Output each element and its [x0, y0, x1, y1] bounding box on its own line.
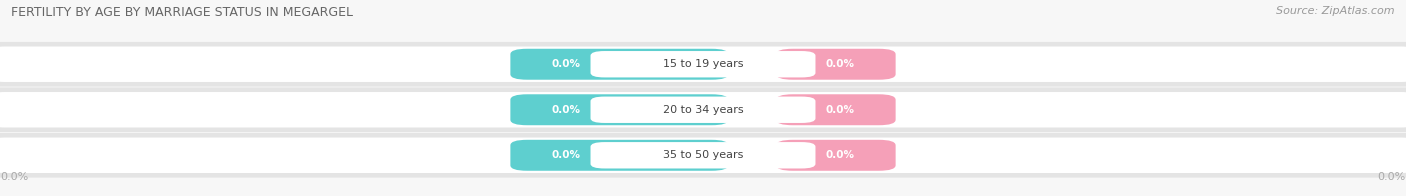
FancyBboxPatch shape — [776, 140, 896, 171]
FancyBboxPatch shape — [510, 94, 728, 125]
Text: 0.0%: 0.0% — [825, 105, 855, 115]
Text: 15 to 19 years: 15 to 19 years — [662, 59, 744, 69]
Text: 0.0%: 0.0% — [551, 59, 581, 69]
FancyBboxPatch shape — [591, 142, 815, 169]
FancyBboxPatch shape — [0, 92, 1406, 128]
Text: 35 to 50 years: 35 to 50 years — [662, 150, 744, 160]
FancyBboxPatch shape — [510, 140, 728, 171]
Text: 0.0%: 0.0% — [0, 172, 28, 182]
Text: 0.0%: 0.0% — [551, 150, 581, 160]
FancyBboxPatch shape — [0, 133, 1406, 178]
Text: 0.0%: 0.0% — [1378, 172, 1406, 182]
FancyBboxPatch shape — [591, 51, 815, 77]
Text: 20 to 34 years: 20 to 34 years — [662, 105, 744, 115]
FancyBboxPatch shape — [0, 138, 1406, 173]
Text: 0.0%: 0.0% — [825, 59, 855, 69]
FancyBboxPatch shape — [776, 94, 896, 125]
Text: FERTILITY BY AGE BY MARRIAGE STATUS IN MEGARGEL: FERTILITY BY AGE BY MARRIAGE STATUS IN M… — [11, 6, 353, 19]
FancyBboxPatch shape — [0, 46, 1406, 82]
Text: Source: ZipAtlas.com: Source: ZipAtlas.com — [1277, 6, 1395, 16]
FancyBboxPatch shape — [510, 49, 728, 80]
Text: 0.0%: 0.0% — [551, 105, 581, 115]
Text: 0.0%: 0.0% — [825, 150, 855, 160]
FancyBboxPatch shape — [0, 87, 1406, 132]
FancyBboxPatch shape — [0, 42, 1406, 87]
FancyBboxPatch shape — [591, 97, 815, 123]
FancyBboxPatch shape — [776, 49, 896, 80]
